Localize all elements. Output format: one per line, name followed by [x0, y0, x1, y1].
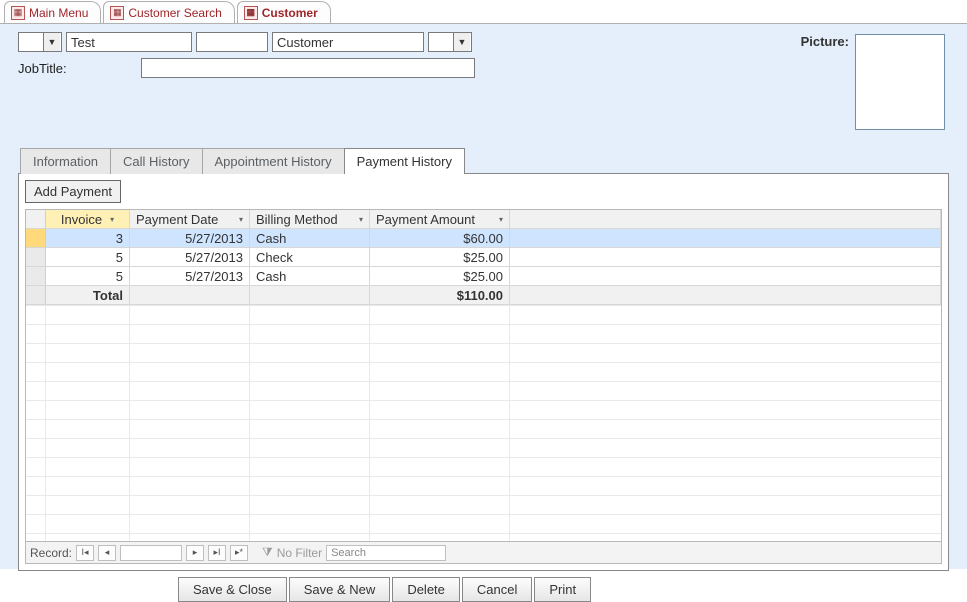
cell-amount[interactable]: $25.00 — [370, 267, 510, 286]
name-line: ▼ Test Customer ▼ — [18, 32, 475, 52]
form-icon: ▦ — [110, 6, 124, 20]
filter-icon: ⧩ — [262, 545, 273, 560]
chevron-down-icon: ▾ — [359, 215, 363, 224]
cell-spacer — [510, 248, 941, 267]
cell-invoice[interactable]: 5 — [46, 267, 130, 286]
form-button-row: Save & Close Save & New Delete Cancel Pr… — [18, 577, 949, 602]
row-selector[interactable] — [26, 248, 46, 267]
save-new-button[interactable]: Save & New — [289, 577, 391, 602]
total-row: Total $110.00 — [26, 286, 941, 305]
col-payment-amount[interactable]: Payment Amount▾ — [370, 210, 510, 229]
record-navigator: Record: I◂ ◂ ▸ ▸I ▸* ⧩ No Filter Search — [25, 542, 942, 564]
tab-information[interactable]: Information — [20, 148, 111, 174]
total-label: Total — [46, 286, 130, 305]
table-row[interactable]: 3 5/27/2013 Cash $60.00 — [26, 229, 941, 248]
form-icon: ▦ — [11, 6, 25, 20]
col-spacer — [510, 210, 941, 229]
filter-label: No Filter — [277, 546, 322, 560]
nav-prev-button[interactable]: ◂ — [98, 545, 116, 561]
suffix-select[interactable]: ▼ — [428, 32, 472, 52]
tab-appointment-history[interactable]: Appointment History — [202, 148, 345, 174]
chevron-down-icon: ▼ — [453, 33, 470, 51]
middle-name-field[interactable] — [196, 32, 268, 52]
tab-call-history[interactable]: Call History — [110, 148, 202, 174]
first-name-field[interactable]: Test — [66, 32, 192, 52]
col-invoice[interactable]: Invoice▾ — [46, 210, 130, 229]
app-tab-customer-search[interactable]: ▦ Customer Search — [103, 1, 234, 23]
cell-amount[interactable]: $60.00 — [370, 229, 510, 248]
nav-last-button[interactable]: ▸I — [208, 545, 226, 561]
cell-invoice[interactable]: 3 — [46, 229, 130, 248]
cell-spacer — [510, 286, 941, 305]
save-close-button[interactable]: Save & Close — [178, 577, 287, 602]
chevron-down-icon: ▾ — [239, 215, 243, 224]
tab-payment-history[interactable]: Payment History — [344, 148, 465, 174]
app-tab-label: Main Menu — [29, 6, 88, 20]
record-search-field[interactable]: Search — [326, 545, 446, 561]
jobtitle-line: JobTitle: — [18, 58, 475, 78]
cell-date[interactable]: 5/27/2013 — [130, 267, 250, 286]
app-tab-bar: ▦ Main Menu ▦ Customer Search ▦ Customer — [0, 0, 967, 24]
table-row[interactable]: 5 5/27/2013 Cash $25.00 — [26, 267, 941, 286]
nav-next-button[interactable]: ▸ — [186, 545, 204, 561]
inner-tabstrip: Information Call History Appointment His… — [18, 148, 949, 174]
cell-invoice[interactable]: 5 — [46, 248, 130, 267]
prefix-select[interactable]: ▼ — [18, 32, 62, 52]
chevron-down-icon: ▾ — [499, 215, 503, 224]
cell-blank — [250, 286, 370, 305]
row-selector[interactable] — [26, 267, 46, 286]
grid-header: Invoice▾ Payment Date▾ Billing Method▾ P… — [26, 210, 941, 229]
last-name-field[interactable]: Customer — [272, 32, 424, 52]
cell-spacer — [510, 229, 941, 248]
cell-method[interactable]: Cash — [250, 267, 370, 286]
name-block: ▼ Test Customer ▼ JobTitle: — [18, 32, 475, 78]
chevron-down-icon: ▾ — [110, 215, 114, 224]
cell-method[interactable]: Check — [250, 248, 370, 267]
record-number-field[interactable] — [120, 545, 182, 561]
picture-block: Picture: — [801, 34, 945, 130]
app-tab-label: Customer — [262, 6, 318, 20]
print-button[interactable]: Print — [534, 577, 591, 602]
customer-form: ▼ Test Customer ▼ JobTitle: Picture: Inf… — [0, 24, 967, 569]
picture-label: Picture: — [801, 34, 849, 49]
nav-first-button[interactable]: I◂ — [76, 545, 94, 561]
select-all-cell[interactable] — [26, 210, 46, 229]
grid-empty-area — [26, 305, 941, 541]
payment-grid: Invoice▾ Payment Date▾ Billing Method▾ P… — [25, 209, 942, 542]
cell-blank — [130, 286, 250, 305]
table-row[interactable]: 5 5/27/2013 Check $25.00 — [26, 248, 941, 267]
chevron-down-icon: ▼ — [43, 33, 60, 51]
cell-date[interactable]: 5/27/2013 — [130, 229, 250, 248]
cell-date[interactable]: 5/27/2013 — [130, 248, 250, 267]
cancel-button[interactable]: Cancel — [462, 577, 532, 602]
add-payment-button[interactable]: Add Payment — [25, 180, 121, 203]
col-payment-date[interactable]: Payment Date▾ — [130, 210, 250, 229]
picture-box[interactable] — [855, 34, 945, 130]
jobtitle-label: JobTitle: — [18, 61, 67, 76]
row-selector — [26, 286, 46, 305]
form-header-row: ▼ Test Customer ▼ JobTitle: Picture: — [18, 32, 949, 130]
app-tab-label: Customer Search — [128, 6, 221, 20]
cell-spacer — [510, 267, 941, 286]
delete-button[interactable]: Delete — [392, 577, 460, 602]
app-tab-main-menu[interactable]: ▦ Main Menu — [4, 1, 101, 23]
form-icon: ▦ — [244, 6, 258, 20]
app-tab-customer[interactable]: ▦ Customer — [237, 1, 331, 23]
jobtitle-field[interactable] — [141, 58, 475, 78]
cell-method[interactable]: Cash — [250, 229, 370, 248]
payment-history-panel: Add Payment Invoice▾ Payment Date▾ Billi… — [18, 173, 949, 571]
col-billing-method[interactable]: Billing Method▾ — [250, 210, 370, 229]
row-selector[interactable] — [26, 229, 46, 248]
record-label: Record: — [30, 546, 72, 560]
nav-new-button[interactable]: ▸* — [230, 545, 248, 561]
cell-amount[interactable]: $25.00 — [370, 248, 510, 267]
total-amount: $110.00 — [370, 286, 510, 305]
